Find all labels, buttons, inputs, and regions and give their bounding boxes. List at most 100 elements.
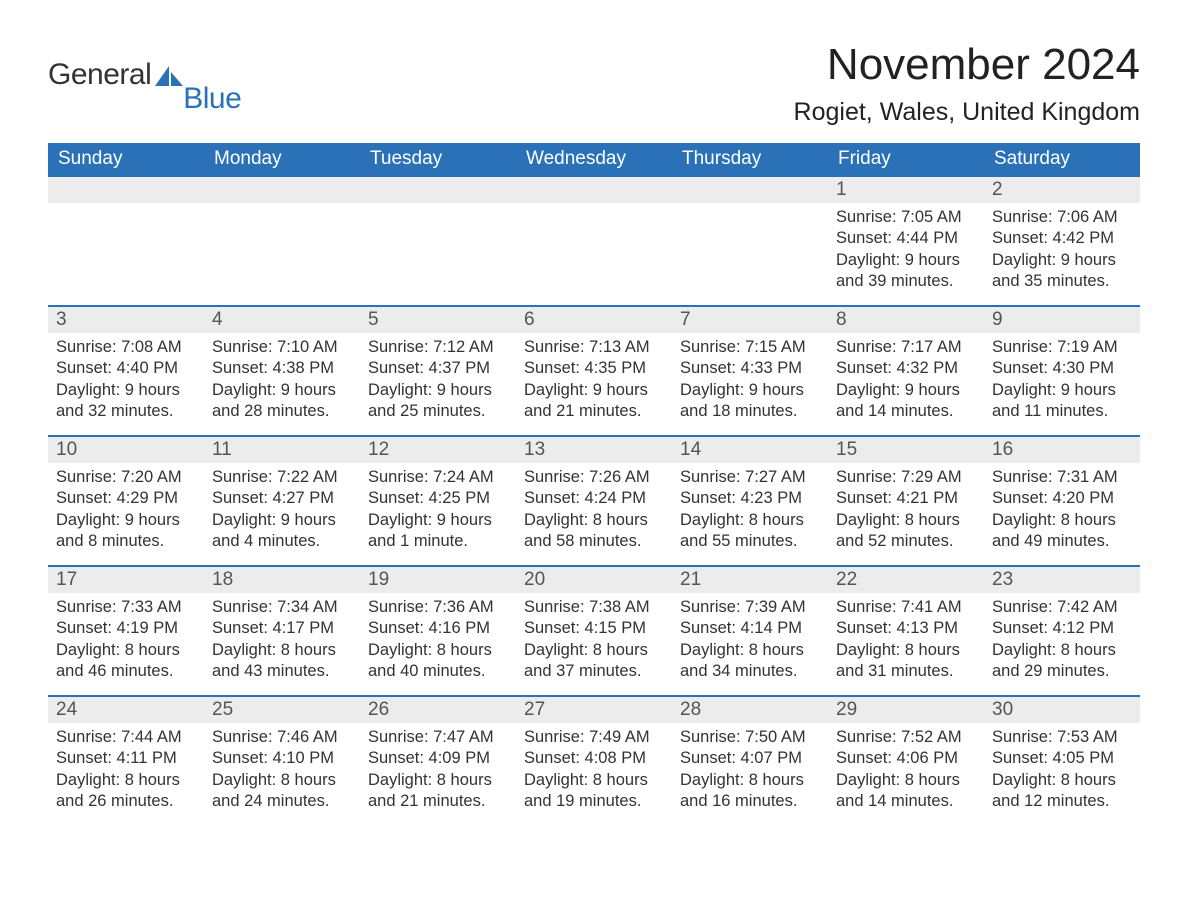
sunrise-line: Sunrise: 7:50 AM bbox=[680, 727, 820, 748]
sunset-line: Sunset: 4:23 PM bbox=[680, 488, 820, 509]
calendar-cell: 2Sunrise: 7:06 AMSunset: 4:42 PMDaylight… bbox=[984, 176, 1140, 306]
day-body: Sunrise: 7:31 AMSunset: 4:20 PMDaylight:… bbox=[984, 463, 1140, 559]
sunrise-line: Sunrise: 7:33 AM bbox=[56, 597, 196, 618]
sunrise-line: Sunrise: 7:49 AM bbox=[524, 727, 664, 748]
sunset-line: Sunset: 4:07 PM bbox=[680, 748, 820, 769]
day-number: 26 bbox=[360, 697, 516, 723]
daylight-line: Daylight: 9 hours and 39 minutes. bbox=[836, 250, 976, 293]
calendar-week: 24Sunrise: 7:44 AMSunset: 4:11 PMDayligh… bbox=[48, 696, 1140, 826]
weekday-header: Wednesday bbox=[516, 143, 672, 176]
daylight-line: Daylight: 8 hours and 14 minutes. bbox=[836, 770, 976, 813]
calendar-week: 3Sunrise: 7:08 AMSunset: 4:40 PMDaylight… bbox=[48, 306, 1140, 436]
day-body: Sunrise: 7:47 AMSunset: 4:09 PMDaylight:… bbox=[360, 723, 516, 819]
sunrise-line: Sunrise: 7:29 AM bbox=[836, 467, 976, 488]
weekday-header: Friday bbox=[828, 143, 984, 176]
calendar-cell bbox=[204, 176, 360, 306]
calendar-cell: 24Sunrise: 7:44 AMSunset: 4:11 PMDayligh… bbox=[48, 696, 204, 826]
day-number: 21 bbox=[672, 567, 828, 593]
sunset-line: Sunset: 4:14 PM bbox=[680, 618, 820, 639]
daylight-line: Daylight: 9 hours and 28 minutes. bbox=[212, 380, 352, 423]
daylight-line: Daylight: 8 hours and 24 minutes. bbox=[212, 770, 352, 813]
calendar-cell: 4Sunrise: 7:10 AMSunset: 4:38 PMDaylight… bbox=[204, 306, 360, 436]
sail-icon bbox=[155, 66, 185, 93]
day-body: Sunrise: 7:42 AMSunset: 4:12 PMDaylight:… bbox=[984, 593, 1140, 689]
sunrise-line: Sunrise: 7:38 AM bbox=[524, 597, 664, 618]
day-body: Sunrise: 7:05 AMSunset: 4:44 PMDaylight:… bbox=[828, 203, 984, 299]
sunrise-line: Sunrise: 7:22 AM bbox=[212, 467, 352, 488]
logo: General Blue bbox=[48, 58, 241, 116]
daylight-line: Daylight: 9 hours and 14 minutes. bbox=[836, 380, 976, 423]
calendar-body: 1Sunrise: 7:05 AMSunset: 4:44 PMDaylight… bbox=[48, 176, 1140, 826]
calendar-cell: 6Sunrise: 7:13 AMSunset: 4:35 PMDaylight… bbox=[516, 306, 672, 436]
sunset-line: Sunset: 4:25 PM bbox=[368, 488, 508, 509]
sunrise-line: Sunrise: 7:05 AM bbox=[836, 207, 976, 228]
calendar-cell: 23Sunrise: 7:42 AMSunset: 4:12 PMDayligh… bbox=[984, 566, 1140, 696]
sunrise-line: Sunrise: 7:15 AM bbox=[680, 337, 820, 358]
daylight-line: Daylight: 8 hours and 49 minutes. bbox=[992, 510, 1132, 553]
sunset-line: Sunset: 4:29 PM bbox=[56, 488, 196, 509]
calendar-cell bbox=[48, 176, 204, 306]
daylight-line: Daylight: 9 hours and 35 minutes. bbox=[992, 250, 1132, 293]
calendar-cell: 8Sunrise: 7:17 AMSunset: 4:32 PMDaylight… bbox=[828, 306, 984, 436]
day-body: Sunrise: 7:36 AMSunset: 4:16 PMDaylight:… bbox=[360, 593, 516, 689]
sunset-line: Sunset: 4:11 PM bbox=[56, 748, 196, 769]
calendar-cell: 28Sunrise: 7:50 AMSunset: 4:07 PMDayligh… bbox=[672, 696, 828, 826]
daylight-line: Daylight: 9 hours and 8 minutes. bbox=[56, 510, 196, 553]
sunrise-line: Sunrise: 7:27 AM bbox=[680, 467, 820, 488]
day-body: Sunrise: 7:46 AMSunset: 4:10 PMDaylight:… bbox=[204, 723, 360, 819]
day-number: 9 bbox=[984, 307, 1140, 333]
day-number: 6 bbox=[516, 307, 672, 333]
day-body: Sunrise: 7:06 AMSunset: 4:42 PMDaylight:… bbox=[984, 203, 1140, 299]
day-number: 19 bbox=[360, 567, 516, 593]
month-title: November 2024 bbox=[794, 40, 1140, 90]
day-number: 14 bbox=[672, 437, 828, 463]
sunrise-line: Sunrise: 7:47 AM bbox=[368, 727, 508, 748]
day-number: 8 bbox=[828, 307, 984, 333]
day-body: Sunrise: 7:29 AMSunset: 4:21 PMDaylight:… bbox=[828, 463, 984, 559]
sunset-line: Sunset: 4:19 PM bbox=[56, 618, 196, 639]
calendar-cell: 26Sunrise: 7:47 AMSunset: 4:09 PMDayligh… bbox=[360, 696, 516, 826]
sunrise-line: Sunrise: 7:39 AM bbox=[680, 597, 820, 618]
daylight-line: Daylight: 8 hours and 58 minutes. bbox=[524, 510, 664, 553]
sunset-line: Sunset: 4:16 PM bbox=[368, 618, 508, 639]
day-body: Sunrise: 7:50 AMSunset: 4:07 PMDaylight:… bbox=[672, 723, 828, 819]
day-number: 18 bbox=[204, 567, 360, 593]
weekday-header: Thursday bbox=[672, 143, 828, 176]
day-number: 17 bbox=[48, 567, 204, 593]
daylight-line: Daylight: 8 hours and 52 minutes. bbox=[836, 510, 976, 553]
daylight-line: Daylight: 9 hours and 32 minutes. bbox=[56, 380, 196, 423]
day-body: Sunrise: 7:13 AMSunset: 4:35 PMDaylight:… bbox=[516, 333, 672, 429]
daylight-line: Daylight: 8 hours and 40 minutes. bbox=[368, 640, 508, 683]
day-number: 23 bbox=[984, 567, 1140, 593]
calendar-cell: 11Sunrise: 7:22 AMSunset: 4:27 PMDayligh… bbox=[204, 436, 360, 566]
sunset-line: Sunset: 4:27 PM bbox=[212, 488, 352, 509]
day-number: 28 bbox=[672, 697, 828, 723]
day-body: Sunrise: 7:27 AMSunset: 4:23 PMDaylight:… bbox=[672, 463, 828, 559]
calendar-cell: 30Sunrise: 7:53 AMSunset: 4:05 PMDayligh… bbox=[984, 696, 1140, 826]
sunrise-line: Sunrise: 7:24 AM bbox=[368, 467, 508, 488]
sunrise-line: Sunrise: 7:46 AM bbox=[212, 727, 352, 748]
calendar-table: SundayMondayTuesdayWednesdayThursdayFrid… bbox=[48, 143, 1140, 826]
logo-text-blue: Blue bbox=[183, 82, 241, 116]
sunset-line: Sunset: 4:44 PM bbox=[836, 228, 976, 249]
daylight-line: Daylight: 8 hours and 21 minutes. bbox=[368, 770, 508, 813]
day-body: Sunrise: 7:22 AMSunset: 4:27 PMDaylight:… bbox=[204, 463, 360, 559]
day-number: 12 bbox=[360, 437, 516, 463]
calendar-cell: 29Sunrise: 7:52 AMSunset: 4:06 PMDayligh… bbox=[828, 696, 984, 826]
calendar-week: 10Sunrise: 7:20 AMSunset: 4:29 PMDayligh… bbox=[48, 436, 1140, 566]
day-body: Sunrise: 7:33 AMSunset: 4:19 PMDaylight:… bbox=[48, 593, 204, 689]
day-number: 24 bbox=[48, 697, 204, 723]
calendar-cell: 16Sunrise: 7:31 AMSunset: 4:20 PMDayligh… bbox=[984, 436, 1140, 566]
day-body: Sunrise: 7:15 AMSunset: 4:33 PMDaylight:… bbox=[672, 333, 828, 429]
sunset-line: Sunset: 4:10 PM bbox=[212, 748, 352, 769]
sunset-line: Sunset: 4:40 PM bbox=[56, 358, 196, 379]
day-body: Sunrise: 7:12 AMSunset: 4:37 PMDaylight:… bbox=[360, 333, 516, 429]
calendar-cell: 19Sunrise: 7:36 AMSunset: 4:16 PMDayligh… bbox=[360, 566, 516, 696]
logo-text-general: General bbox=[48, 58, 151, 92]
sunset-line: Sunset: 4:32 PM bbox=[836, 358, 976, 379]
sunrise-line: Sunrise: 7:52 AM bbox=[836, 727, 976, 748]
sunset-line: Sunset: 4:24 PM bbox=[524, 488, 664, 509]
day-body: Sunrise: 7:38 AMSunset: 4:15 PMDaylight:… bbox=[516, 593, 672, 689]
weekday-header: Sunday bbox=[48, 143, 204, 176]
day-number: 5 bbox=[360, 307, 516, 333]
